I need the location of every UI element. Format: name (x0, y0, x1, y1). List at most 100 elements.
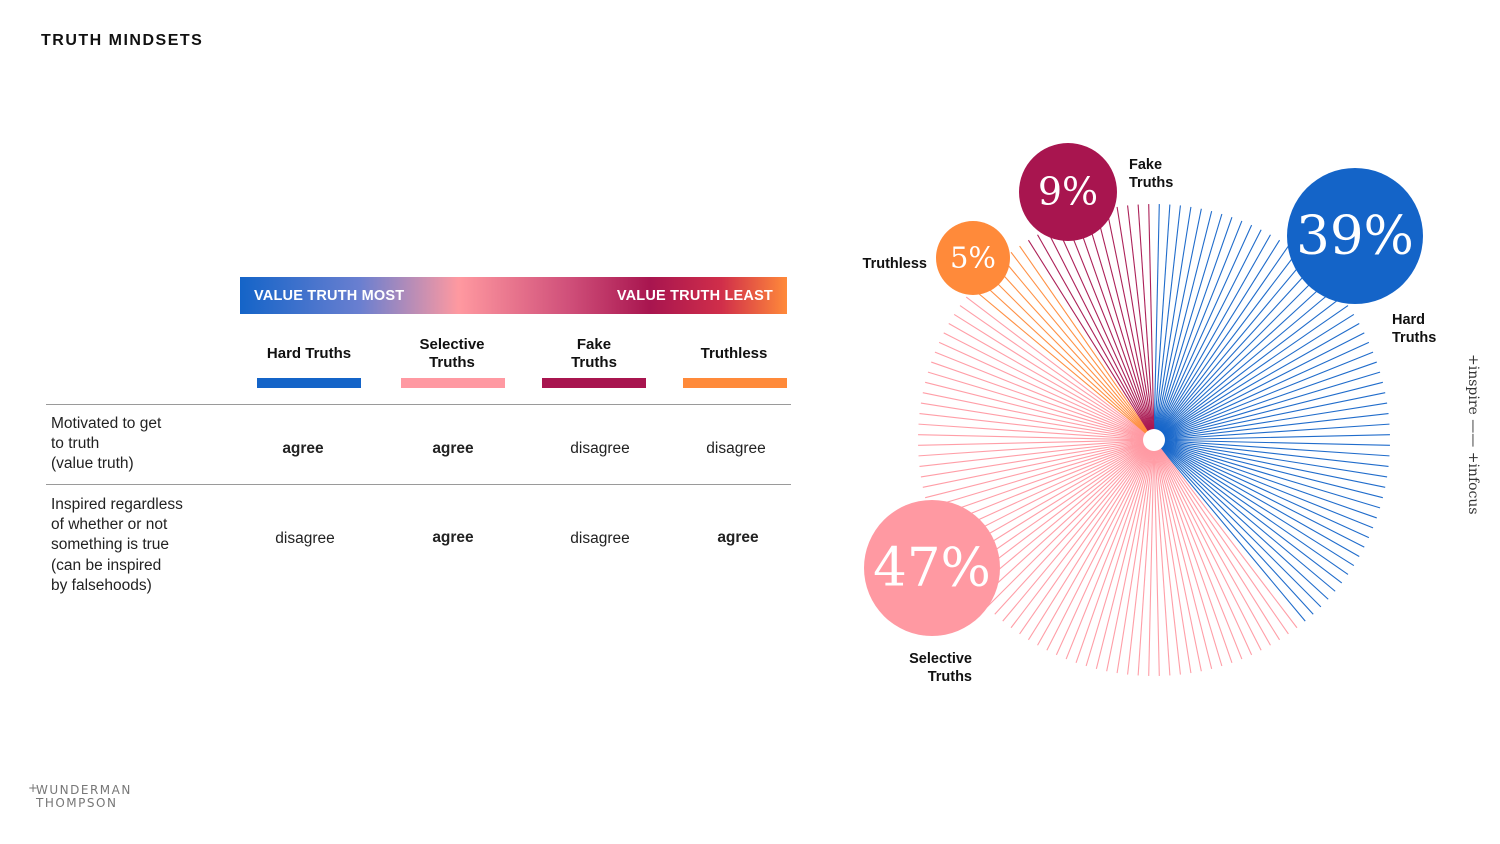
table-cell: disagree (275, 530, 335, 547)
slice-ray-hard-truths (1153, 305, 1349, 441)
column-header-fake-truths: Fake Truths (571, 336, 617, 371)
slice-ray-selective-truths (986, 439, 1155, 608)
slice-ray-hard-truths (1153, 439, 1322, 608)
slice-ray-selective-truths (953, 313, 1155, 441)
row-label-motivated: Motivated to get to truth (value truth) (51, 415, 162, 473)
bubble-selective-truths (864, 500, 1000, 636)
percent-label-selective-truths: 47% (873, 537, 991, 598)
slice-ray-hard-truths (1153, 371, 1381, 441)
slice-ray-selective-truths (920, 439, 1155, 478)
side-label-text: +inspire —— +infocus (1465, 354, 1481, 515)
page-title: TRUTH MINDSETS (41, 32, 204, 49)
slice-ray-selective-truths (965, 439, 1155, 584)
slice-ray-truthless (986, 272, 1155, 441)
slice-ray-selective-truths (1055, 439, 1155, 656)
slice-ray-selective-truths (1153, 439, 1181, 675)
column-header-truthless: Truthless (700, 345, 768, 362)
value-truth-scale-bar: VALUE TRUTH MOST VALUE TRUTH LEAST (240, 277, 787, 314)
slice-ray-fake-truths (1137, 204, 1155, 441)
slice-ray-selective-truths (948, 439, 1155, 557)
slice-ray-selective-truths (1148, 439, 1155, 676)
slice-ray-hard-truths (1153, 439, 1390, 446)
table-cell: disagree (706, 440, 766, 457)
slice-ray-selective-truths (1046, 439, 1155, 651)
slice-ray-selective-truths (959, 439, 1155, 575)
slice-ray-selective-truths (1019, 439, 1155, 635)
slice-ray-selective-truths (927, 371, 1155, 441)
bubble-truthless (936, 221, 1010, 295)
slice-ray-truthless (994, 265, 1155, 441)
slice-ray-hard-truths (1153, 439, 1370, 539)
slice-ray-selective-truths (1153, 439, 1253, 656)
percent-label-hard-truths: 39% (1296, 205, 1414, 266)
logo-plus: + (28, 781, 40, 795)
slice-ray-hard-truths (1153, 439, 1388, 478)
slice-ray-selective-truths (1085, 439, 1155, 667)
slice-ray-hard-truths (1153, 434, 1390, 441)
table-cell: agree (432, 440, 474, 457)
slice-ray-fake-truths (1116, 206, 1155, 441)
table-cell: disagree (570, 440, 630, 457)
slice-ray-hard-truths (1153, 351, 1374, 441)
slice-ray-truthless (1019, 245, 1155, 441)
slice-ray-hard-truths (1153, 224, 1253, 441)
slice-ray-selective-truths (931, 439, 1155, 519)
slice-ray-hard-truths (1153, 439, 1365, 548)
slice-ray-selective-truths (1010, 439, 1155, 629)
slice-ray-hard-truths (1153, 220, 1243, 441)
slice-ray-hard-truths (1153, 439, 1329, 600)
slice-label-fake-truths: Truths (1129, 175, 1173, 191)
slice-ray-hard-truths (1153, 213, 1223, 441)
logo-line-1: WUNDERMAN (36, 783, 132, 797)
slice-ray-hard-truths (1153, 280, 1329, 441)
slice-label-selective-truths: Selective (909, 651, 972, 667)
table-cell: agree (432, 529, 474, 546)
scale-right-label: VALUE TRUTH LEAST (616, 287, 773, 304)
slice-ray-selective-truths (1153, 439, 1223, 667)
bubble-hard-truths (1287, 168, 1423, 304)
slice-ray-hard-truths (1153, 313, 1355, 441)
slice-ray-hard-truths (1153, 229, 1262, 441)
slice-ray-hard-truths (1153, 439, 1349, 575)
slice-ray-hard-truths (1153, 204, 1171, 441)
swatch-fake-truths (542, 378, 646, 388)
slice-ray-hard-truths (1153, 217, 1233, 441)
percent-label-fake-truths: 9% (1038, 170, 1098, 214)
slice-ray-hard-truths (1153, 361, 1377, 441)
slice-label-truthless: Truthless (863, 256, 927, 272)
slice-ray-truthless (972, 288, 1155, 441)
slice-ray-fake-truths (1075, 217, 1155, 441)
slice-ray-selective-truths (1037, 439, 1155, 646)
slice-ray-selective-truths (979, 439, 1155, 600)
slice-ray-selective-truths (919, 439, 1155, 467)
slice-ray-selective-truths (1153, 439, 1213, 669)
slice-ray-selective-truths (918, 439, 1155, 446)
slice-ray-hard-truths (1153, 323, 1360, 441)
slice-ray-selective-truths (943, 332, 1155, 441)
slice-ray-hard-truths (1153, 211, 1213, 441)
slice-ray-selective-truths (1153, 439, 1192, 674)
slice-ray-selective-truths (1153, 439, 1202, 672)
slice-ray-selective-truths (1127, 439, 1155, 675)
percent-label-truthless: 5% (950, 241, 996, 275)
slice-ray-selective-truths (948, 323, 1155, 441)
slice-ray-selective-truths (938, 341, 1155, 441)
chart-center-hub (1143, 429, 1165, 451)
slice-ray-hard-truths (1153, 439, 1389, 467)
slice-ray-hard-truths (1153, 439, 1336, 592)
slice-ray-hard-truths (1153, 265, 1314, 441)
column-header-selective-truths: Selective Truths (419, 336, 485, 371)
slice-ray-hard-truths (1153, 341, 1370, 441)
slice-ray-hard-truths (1153, 423, 1390, 441)
slice-ray-hard-truths (1153, 413, 1389, 441)
slice-ray-selective-truths (918, 434, 1155, 441)
table-divider (46, 484, 791, 485)
slice-ray-hard-truths (1153, 439, 1374, 529)
slice-ray-hard-truths (1153, 296, 1343, 441)
slice-ray-fake-truths (1148, 204, 1155, 441)
scale-left-label: VALUE TRUTH MOST (254, 287, 405, 304)
slice-ray-truthless (1010, 251, 1155, 441)
slice-ray-selective-truths (943, 439, 1155, 548)
slice-ray-hard-truths (1153, 439, 1360, 557)
slice-ray-selective-truths (920, 402, 1155, 441)
